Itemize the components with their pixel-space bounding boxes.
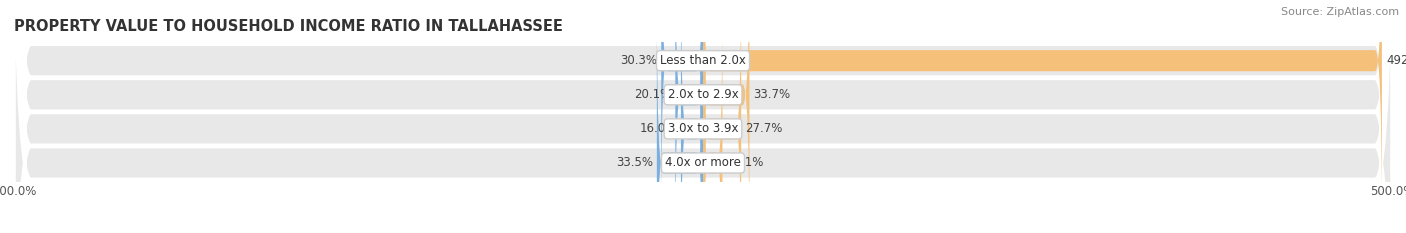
FancyBboxPatch shape: [681, 0, 703, 233]
Text: 20.1%: 20.1%: [634, 88, 671, 101]
Text: Source: ZipAtlas.com: Source: ZipAtlas.com: [1281, 7, 1399, 17]
FancyBboxPatch shape: [14, 0, 1392, 233]
FancyBboxPatch shape: [661, 0, 703, 221]
Text: 492.7%: 492.7%: [1386, 54, 1406, 67]
Text: 4.0x or more: 4.0x or more: [665, 157, 741, 169]
FancyBboxPatch shape: [14, 0, 1392, 233]
FancyBboxPatch shape: [703, 0, 749, 233]
Text: 33.5%: 33.5%: [616, 157, 652, 169]
FancyBboxPatch shape: [14, 0, 1392, 233]
FancyBboxPatch shape: [703, 0, 741, 233]
Text: Less than 2.0x: Less than 2.0x: [659, 54, 747, 67]
FancyBboxPatch shape: [675, 0, 703, 233]
FancyBboxPatch shape: [14, 0, 1392, 233]
Text: 3.0x to 3.9x: 3.0x to 3.9x: [668, 122, 738, 135]
Text: 2.0x to 2.9x: 2.0x to 2.9x: [668, 88, 738, 101]
FancyBboxPatch shape: [657, 3, 703, 233]
Text: 27.7%: 27.7%: [745, 122, 783, 135]
Text: 30.3%: 30.3%: [620, 54, 657, 67]
Text: 14.1%: 14.1%: [727, 157, 763, 169]
Text: 33.7%: 33.7%: [754, 88, 790, 101]
FancyBboxPatch shape: [703, 3, 723, 233]
FancyBboxPatch shape: [703, 0, 1382, 221]
Text: PROPERTY VALUE TO HOUSEHOLD INCOME RATIO IN TALLAHASSEE: PROPERTY VALUE TO HOUSEHOLD INCOME RATIO…: [14, 19, 562, 34]
Text: 16.0%: 16.0%: [640, 122, 676, 135]
